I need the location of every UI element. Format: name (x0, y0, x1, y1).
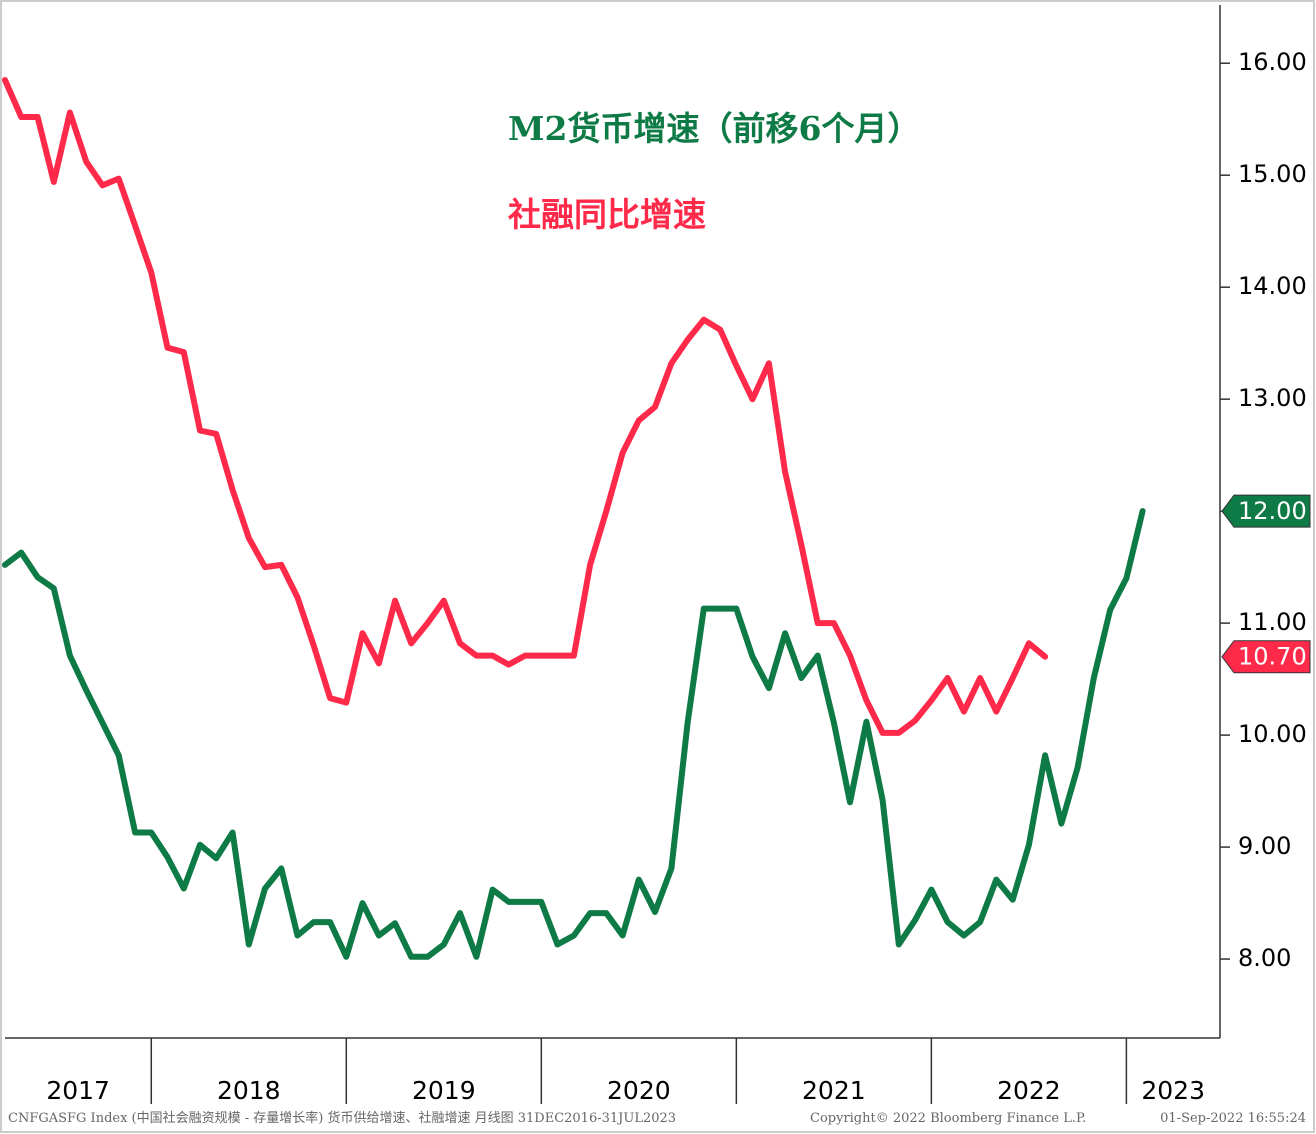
x-tick-label: 2017 (46, 1076, 110, 1105)
footer: Copyright© 2022 Bloomberg Finance L.P. (810, 1111, 1086, 1126)
y-tick-label: 8.00 (1238, 944, 1291, 972)
x-tick-label: 2023 (1141, 1076, 1205, 1105)
x-tick-label: 2021 (802, 1076, 866, 1105)
series-line (2, 77, 1049, 736)
value-label: 12.00 (1238, 497, 1307, 525)
y-tick-label: 9.00 (1238, 832, 1291, 860)
series-line (2, 508, 1146, 960)
y-tick-label: 13.00 (1238, 384, 1307, 412)
y-tick-label: 16.00 (1238, 48, 1307, 76)
y-tick-label: 10.00 (1238, 720, 1307, 748)
x-tick-label: 2020 (607, 1076, 671, 1105)
value-label-box (1221, 494, 1311, 528)
value-label: 10.70 (1238, 643, 1307, 671)
legend-entry: M2货币增速（前移6个月） (508, 109, 920, 148)
y-tick-label: 14.00 (1238, 272, 1307, 300)
x-tick-label: 2018 (217, 1076, 281, 1105)
legend-entry: 社融同比增速 (508, 195, 706, 234)
x-tick-label: 2019 (412, 1076, 476, 1105)
x-tick-label: 2022 (997, 1076, 1061, 1105)
y-tick-label: 15.00 (1238, 160, 1307, 188)
value-label-box (1221, 640, 1311, 674)
y-tick-label: 11.00 (1238, 608, 1307, 636)
footer: 01-Sep-2022 16:55:24 (1160, 1111, 1306, 1126)
footer: CNFGASFG Index (中国社会融资规模 - 存量增长率) 货币供给增速… (8, 1110, 676, 1126)
